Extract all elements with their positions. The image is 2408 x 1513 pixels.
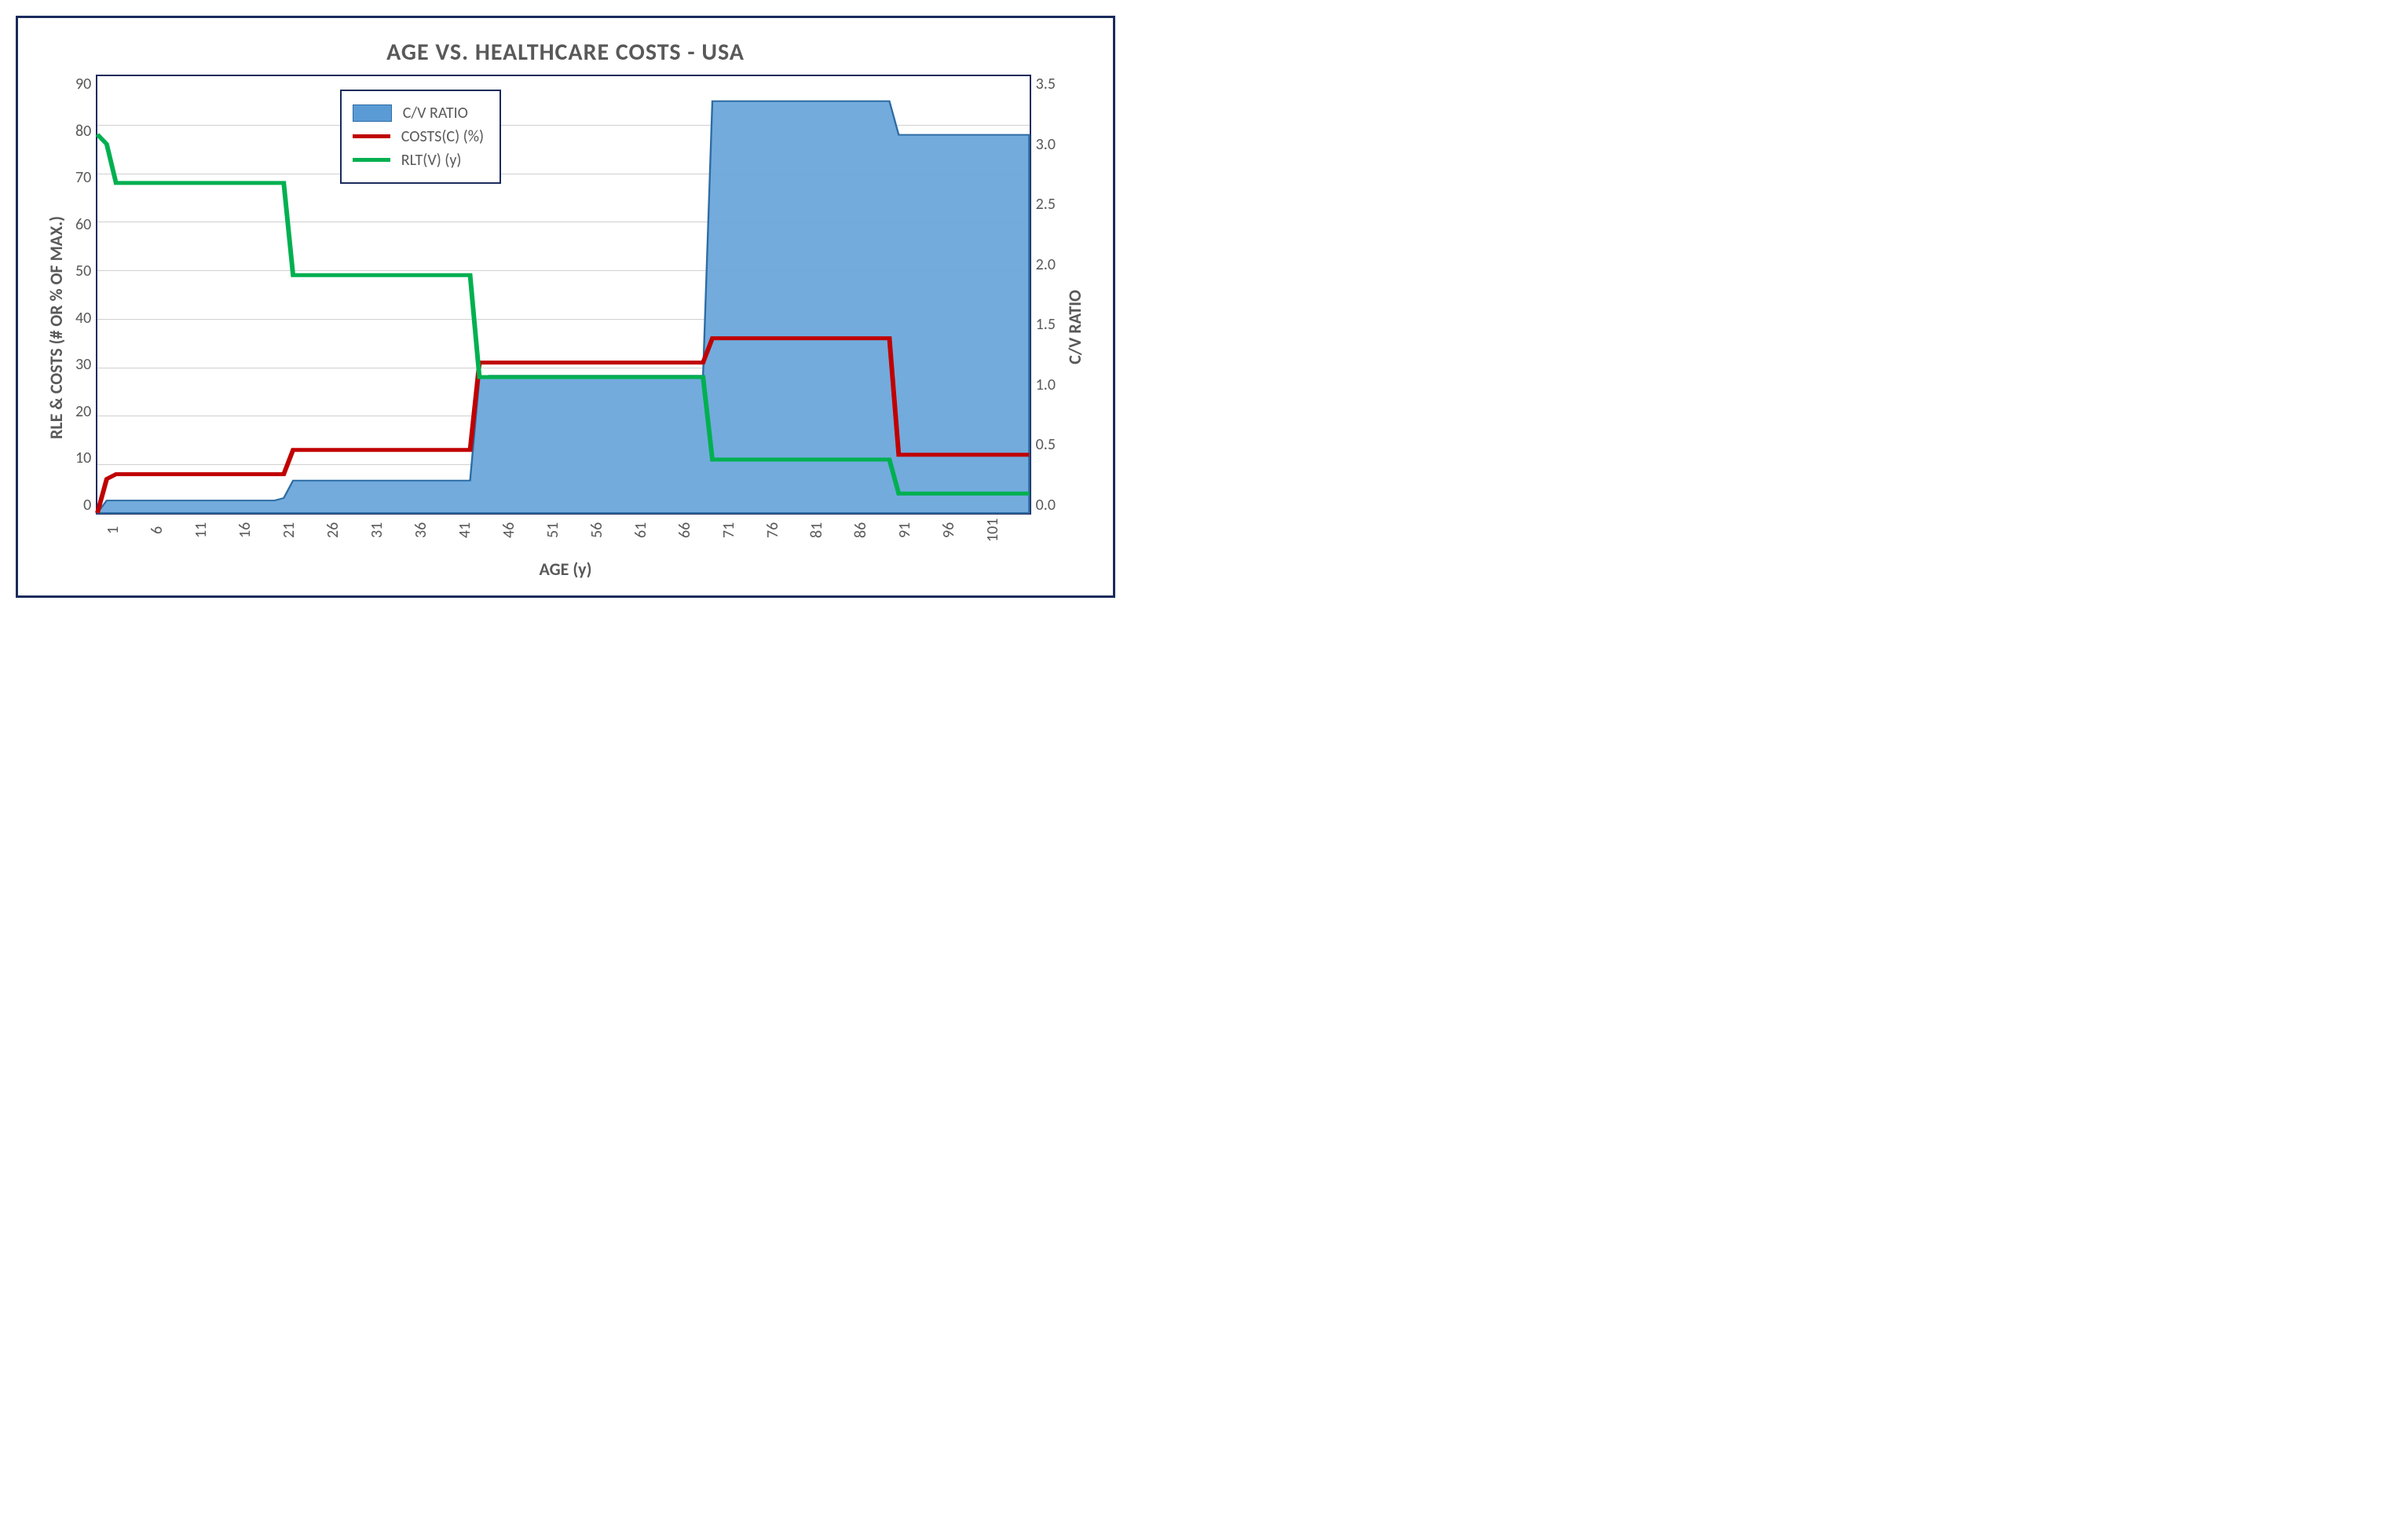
legend-swatch [353,134,390,138]
x-tick: 36 [412,515,456,549]
legend-item: C/V RATIO [353,104,484,123]
legend-label: C/V RATIO [403,104,468,123]
x-axis-label: AGE (y) [71,559,1060,580]
cv-ratio-area [97,101,1029,513]
y-axis-left-label: RLE & COSTS (# OR % OF MAX.) [42,216,71,439]
y-left-tick: 80 [75,122,91,141]
legend-label: RLT(V) (y) [401,151,462,170]
plot-row: 90 80 70 60 50 40 30 20 10 0 C/V RATIO COSTS(C) (%… [71,75,1060,515]
chart-title: AGE VS. HEALTHCARE COSTS - USA [42,38,1089,67]
y-left-tick: 60 [75,215,91,234]
x-tick: 26 [324,515,368,549]
y-right-tick: 2.0 [1036,255,1056,274]
y-right-tick: 1.5 [1036,315,1056,334]
x-tick: 76 [763,515,807,549]
y-right-tick: 1.0 [1036,376,1056,394]
y-left-tick: 30 [75,355,91,374]
x-tick: 81 [807,515,851,549]
chart-frame: AGE VS. HEALTHCARE COSTS - USA RLE & COS… [16,16,1115,598]
y-right-tick: 0.0 [1036,496,1056,515]
y-axis-right-label: C/V RATIO [1060,290,1089,365]
x-tick: 66 [675,515,719,549]
x-tick: 86 [851,515,895,549]
x-tick: 71 [719,515,763,549]
plot-column: 90 80 70 60 50 40 30 20 10 0 C/V RATIO COSTS(C) (%… [71,75,1060,580]
y-left-tick: 90 [75,75,91,93]
x-tick: 21 [280,515,324,549]
x-ticks: 1611162126313641465156616671768186919610… [104,515,1027,549]
legend-item: RLT(V) (y) [353,151,484,170]
y-left-tick: 50 [75,262,91,280]
x-tick: 6 [148,515,192,549]
y-left-tick: 10 [75,449,91,467]
x-tick: 91 [895,515,939,549]
y-left-tick: 40 [75,309,91,328]
x-tick: 96 [939,515,983,549]
y-ticks-left: 90 80 70 60 50 40 30 20 10 0 [71,75,96,515]
x-tick: 56 [587,515,631,549]
x-tick: 46 [500,515,543,549]
y-left-tick: 70 [75,168,91,187]
legend-swatch [353,158,390,162]
x-tick: 41 [456,515,500,549]
legend-label: COSTS(C) (%) [401,127,484,146]
y-right-tick: 0.5 [1036,435,1056,454]
y-right-tick: 3.5 [1036,75,1056,93]
y-right-tick: 3.0 [1036,135,1056,154]
legend-item: COSTS(C) (%) [353,127,484,146]
legend-swatch [353,104,392,122]
series-svg [97,76,1029,513]
x-tick: 101 [983,515,1027,549]
x-tick: 1 [104,515,148,549]
y-left-tick: 0 [83,496,91,515]
legend: C/V RATIO COSTS(C) (%) RLT(V) (y) [340,90,501,184]
x-tick: 51 [543,515,587,549]
x-tick: 61 [631,515,675,549]
y-right-tick: 2.5 [1036,195,1056,214]
x-tick: 11 [192,515,236,549]
y-left-tick: 20 [75,402,91,421]
x-tick: 16 [236,515,280,549]
x-tick: 31 [368,515,412,549]
y-ticks-right: 3.5 3.0 2.5 2.0 1.5 1.0 0.5 0.0 [1031,75,1060,515]
plot-area: C/V RATIO COSTS(C) (%) RLT(V) (y) [96,75,1030,515]
chart-body: RLE & COSTS (# OR % OF MAX.) 90807060504… [42,75,1089,580]
